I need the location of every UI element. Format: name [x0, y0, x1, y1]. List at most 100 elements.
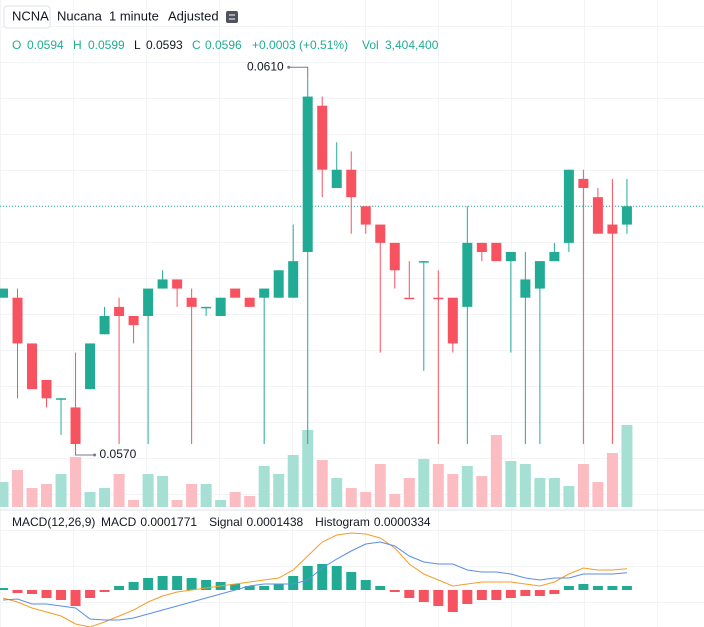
- candle-body: [592, 197, 603, 234]
- volume-bar: [592, 481, 604, 507]
- candle-body: [447, 297, 458, 344]
- candle-body: [520, 279, 531, 298]
- macd-legend-name: Histogram: [315, 515, 370, 529]
- candle-body: [578, 178, 589, 188]
- volume-bar: [374, 464, 386, 507]
- company-name: Nucana: [57, 8, 103, 23]
- volume-bar: [229, 491, 241, 507]
- macd-legend-name: MACD: [101, 515, 137, 529]
- volume-bar: [41, 483, 53, 507]
- volume-bar: [389, 493, 401, 507]
- candle-body: [56, 398, 67, 400]
- symbol[interactable]: NCNA: [12, 8, 49, 23]
- candle-body: [70, 407, 81, 444]
- open-value: 0.0594: [27, 38, 64, 52]
- volume-bar: [70, 456, 82, 507]
- histogram-bar: [41, 590, 52, 599]
- candle-body: [0, 288, 8, 298]
- histogram-bar: [607, 586, 618, 591]
- histogram-bar: [578, 584, 589, 591]
- volume-bar: [0, 481, 9, 507]
- candle-body: [288, 261, 299, 298]
- high-label: 0.0610: [247, 59, 284, 73]
- volume-bar: [505, 460, 517, 507]
- volume-bar: [345, 487, 357, 507]
- volume-bar: [534, 477, 546, 507]
- candle-body: [389, 242, 400, 271]
- candle-body: [172, 279, 183, 289]
- histogram-bar: [331, 566, 342, 591]
- volume-bar: [461, 466, 473, 507]
- symbol-box[interactable]: [3, 5, 51, 29]
- histogram-bar: [563, 586, 574, 591]
- volume-bar: [563, 485, 575, 507]
- histogram-bar: [99, 590, 110, 593]
- candle-body: [273, 270, 284, 298]
- macd-legend-value: 0.0000334: [374, 515, 431, 529]
- candle-body: [143, 288, 154, 316]
- volume-bar: [26, 487, 38, 507]
- histogram-bar: [12, 590, 23, 594]
- histogram-bar: [418, 590, 429, 603]
- macd-legend-name: Signal: [209, 515, 242, 529]
- high-marker-dot: [287, 65, 291, 69]
- macd-legend-value: 0.0001438: [246, 515, 303, 529]
- histogram-bar: [70, 590, 81, 606]
- candle-body: [331, 169, 342, 188]
- close-label: C: [192, 38, 201, 52]
- volume-bar: [12, 470, 24, 507]
- histogram-bar: [302, 566, 313, 591]
- candle-body: [215, 297, 226, 316]
- volume-value: 3,404,400: [385, 38, 439, 52]
- histogram-bar: [0, 587, 8, 591]
- menu-icon[interactable]: [226, 11, 238, 23]
- volume-bar: [519, 464, 531, 507]
- candle-body: [549, 252, 560, 262]
- histogram-bar: [288, 575, 299, 591]
- macd-line: [2, 532, 627, 627]
- volume-bar: [490, 435, 502, 507]
- candle-body: [433, 297, 444, 300]
- macd-line: [2, 541, 627, 621]
- change: +0.0003 (+0.51%): [252, 38, 348, 52]
- histogram-bar: [375, 586, 386, 591]
- volume-bar: [418, 458, 430, 507]
- high-value: 0.0599: [88, 38, 125, 52]
- candle-body: [99, 316, 110, 335]
- histogram-bar: [520, 590, 531, 597]
- histogram-bar: [273, 584, 284, 591]
- histogram-bar: [360, 580, 371, 591]
- volume-bar: [99, 487, 111, 507]
- volume-bar: [215, 499, 227, 507]
- volume-bar: [113, 474, 125, 507]
- histogram-bar: [317, 563, 328, 591]
- volume-bar: [360, 491, 372, 507]
- histogram-bar: [433, 590, 444, 606]
- histogram-bar: [114, 586, 125, 591]
- adjustment[interactable]: Adjusted: [168, 8, 219, 23]
- candle-body: [12, 297, 23, 344]
- macd-legend-value: 0.0001771: [140, 515, 197, 529]
- histogram-bar: [491, 590, 502, 600]
- candle-body: [505, 252, 516, 262]
- volume-bar: [287, 454, 299, 507]
- candle-body: [375, 224, 386, 243]
- candle-body: [230, 288, 241, 298]
- volume-bar: [476, 476, 488, 507]
- histogram-bar: [549, 590, 560, 594]
- volume-bar: [606, 452, 618, 507]
- macd-title: MACD(12,26,9): [12, 515, 95, 529]
- histogram-bar: [447, 590, 458, 612]
- volume-bar: [577, 464, 589, 507]
- volume-bar: [128, 499, 140, 507]
- volume-bar: [548, 477, 560, 507]
- histogram-bar: [201, 580, 212, 591]
- histogram-bar: [592, 586, 603, 591]
- volume-bar: [273, 474, 285, 507]
- low-marker: [75, 444, 95, 456]
- histogram-bar: [244, 586, 255, 591]
- low-value: 0.0593: [146, 38, 183, 52]
- interval[interactable]: 1 minute: [109, 8, 159, 23]
- volume-bar: [200, 483, 212, 507]
